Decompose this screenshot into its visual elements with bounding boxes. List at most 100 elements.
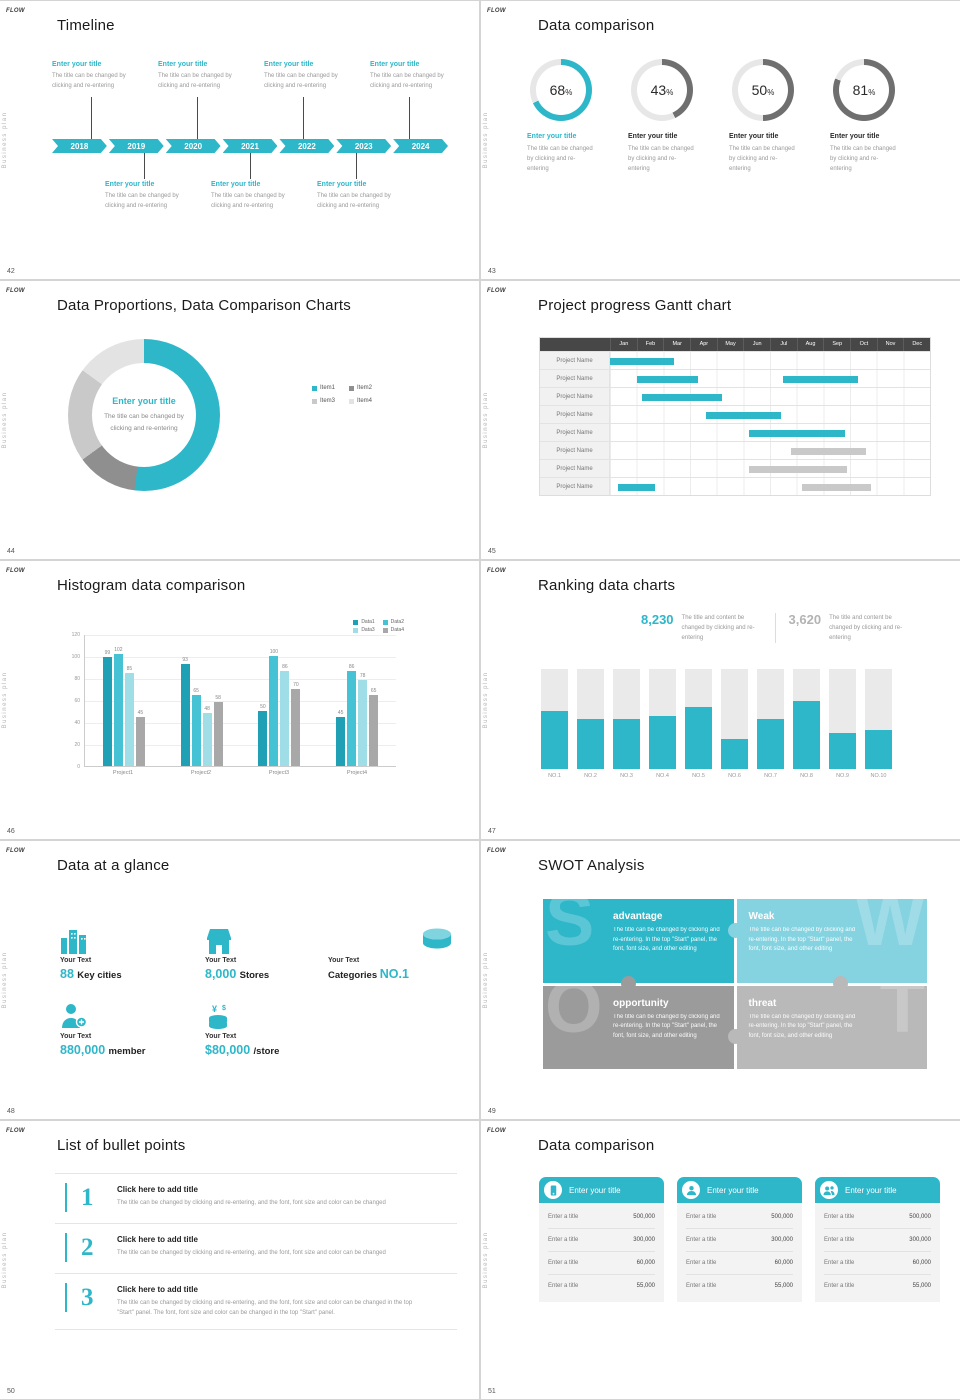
bar[interactable]: 86 (347, 664, 357, 766)
member-icon (60, 1003, 146, 1031)
gantt-row-label: Project Name (540, 442, 610, 459)
ranking-bar[interactable]: NO.2 (577, 669, 604, 779)
gantt-bar[interactable] (706, 411, 781, 419)
timeline-entry: Enter your title The title can be changed… (105, 181, 203, 211)
page-number: 45 (488, 548, 496, 555)
ranking-bar[interactable]: NO.10 (865, 669, 892, 779)
bar-track (721, 669, 748, 769)
gantt-month: Jul (770, 338, 797, 351)
bar[interactable]: 45 (336, 710, 346, 766)
row-label: Enter a title (824, 1283, 855, 1289)
gantt-bar[interactable] (748, 465, 848, 473)
ranking-bar[interactable]: NO.5 (685, 669, 712, 779)
bar[interactable]: 100 (269, 649, 279, 766)
timeline-connector (303, 97, 304, 139)
stat-item: Your Text 880,000 member (60, 1003, 146, 1057)
slide-thumbnail-gantt[interactable]: FLOW Business plan 45 Project progress G… (481, 281, 960, 559)
ranking-stats: 8,230 The title and content be changed by… (641, 612, 909, 644)
slide-thumbnail-pie[interactable]: FLOW Business plan 44 Data Proportions, … (0, 281, 479, 559)
gantt-bar[interactable] (610, 357, 674, 365)
bullet-item[interactable]: 1 Click here to add title The title can be… (55, 1173, 457, 1223)
timeline-entry-body: The title can be changed by clicking and… (211, 193, 285, 210)
slide-title: Timeline (57, 17, 115, 34)
row-value: 60,000 (774, 1260, 793, 1266)
bar[interactable]: 58 (213, 695, 223, 766)
gantt-month: May (716, 338, 744, 351)
bullet-item[interactable]: 2 Click here to add title The title can be… (55, 1223, 457, 1273)
stat-number: NO.1 (379, 967, 409, 981)
ranking-bar[interactable]: NO.7 (757, 669, 784, 779)
timeline-connector (144, 153, 145, 179)
slide-thumbnail-histogram[interactable]: FLOW Business plan 46 Histogram data com… (0, 561, 479, 839)
slide-thumbnail-glance[interactable]: FLOW Business plan 48 Data at a glance Y… (0, 841, 479, 1119)
bar-value: 65 (370, 687, 377, 694)
page-number: 44 (7, 548, 15, 555)
bar[interactable]: 86 (280, 664, 290, 766)
row-value: 60,000 (636, 1260, 655, 1266)
timeline-entry-title: Enter your title (211, 181, 261, 188)
gantt-row: Project Name (540, 459, 930, 477)
ranking-bar[interactable]: NO.8 (793, 669, 820, 779)
y-tick-label: 120 (71, 632, 80, 638)
slide-thumbnail-bullets[interactable]: FLOW Business plan 50 List of bullet poi… (0, 1121, 479, 1399)
donut-title: Enter your title (628, 133, 678, 140)
ranking-bar[interactable]: NO.6 (721, 669, 748, 779)
gantt-bar[interactable] (636, 375, 698, 383)
gantt-bar[interactable] (748, 429, 845, 437)
gantt-row: Project Name (540, 441, 930, 459)
y-tick-label: 0 (77, 764, 80, 770)
bar[interactable]: 65 (369, 688, 379, 766)
slide-thumbnail-timeline[interactable]: FLOW Business plan 42 Timeline 2018 2019 2… (0, 1, 479, 279)
donut-percent: 68% (549, 82, 573, 98)
gantt-bar[interactable] (791, 447, 866, 455)
gantt-month: Oct (850, 338, 877, 351)
bar-track (577, 669, 604, 769)
gantt-bar[interactable] (802, 483, 872, 491)
ranking-bar[interactable]: NO.9 (829, 669, 856, 779)
bar[interactable]: 70 (291, 682, 301, 766)
swot-letter: T (879, 985, 925, 1048)
bar[interactable]: 48 (202, 706, 212, 766)
gantt-bar[interactable] (618, 483, 656, 491)
legend-swatch (349, 398, 355, 404)
stat-unit: Categories (328, 970, 380, 981)
row-value: 500,000 (633, 1214, 655, 1220)
ranking-bar[interactable]: NO.3 (613, 669, 640, 779)
timeline-entry-title: Enter your title (264, 61, 314, 68)
gantt-bar[interactable] (783, 375, 858, 383)
slide-thumbnail-ranking[interactable]: FLOW Business plan 47 Ranking data chart… (481, 561, 960, 839)
sidebar-vertical-label: Business plan (483, 1231, 489, 1289)
data-row: Enter a title 60,000 (686, 1252, 793, 1275)
stat-value: $80,000 /store (205, 1043, 279, 1057)
gantt-bar[interactable] (642, 393, 722, 401)
bar[interactable]: 85 (124, 666, 134, 766)
bar[interactable]: 102 (113, 647, 123, 766)
slide-thumbnail-compare[interactable]: FLOW Business plan 51 Data comparison En… (481, 1121, 960, 1399)
y-tick-label: 80 (74, 676, 80, 682)
ranking-bar[interactable]: NO.1 (541, 669, 568, 779)
bar-track (541, 669, 568, 769)
bullet-item[interactable]: 3 Click here to add title The title can be… (55, 1273, 457, 1331)
timeline-entry: Enter your title The title can be changed… (264, 61, 362, 91)
data-row: Enter a title 55,000 (548, 1275, 655, 1297)
bar[interactable]: 65 (191, 688, 201, 766)
stat-item: ¥ $ Your Text $80,000 /store (205, 1003, 279, 1057)
bar[interactable]: 45 (135, 710, 145, 766)
bar[interactable]: 50 (258, 704, 268, 766)
bar-value: 65 (193, 687, 199, 694)
bar[interactable]: 93 (180, 657, 190, 766)
gantt-corner (540, 338, 610, 351)
row-value: 300,000 (771, 1237, 793, 1243)
bar-value: 70 (293, 682, 299, 688)
puzzle-knob (728, 1029, 743, 1044)
page-number: 51 (488, 1388, 496, 1395)
swot-body: The title can be changed by clicking and… (748, 927, 856, 953)
legend-swatch (382, 627, 388, 633)
bar[interactable]: 78 (358, 673, 368, 766)
timeline-year: 2018 (52, 139, 107, 153)
ranking-bar[interactable]: NO.4 (649, 669, 676, 779)
bar[interactable]: 99 (102, 650, 112, 766)
gantt-header: Jan Feb Mar Apr May Jun Jul Aug Sep Oct Nov Dec (540, 338, 930, 351)
slide-thumbnail-donut-comparison[interactable]: FLOW Business plan 43 Data comparison 68… (481, 1, 960, 279)
